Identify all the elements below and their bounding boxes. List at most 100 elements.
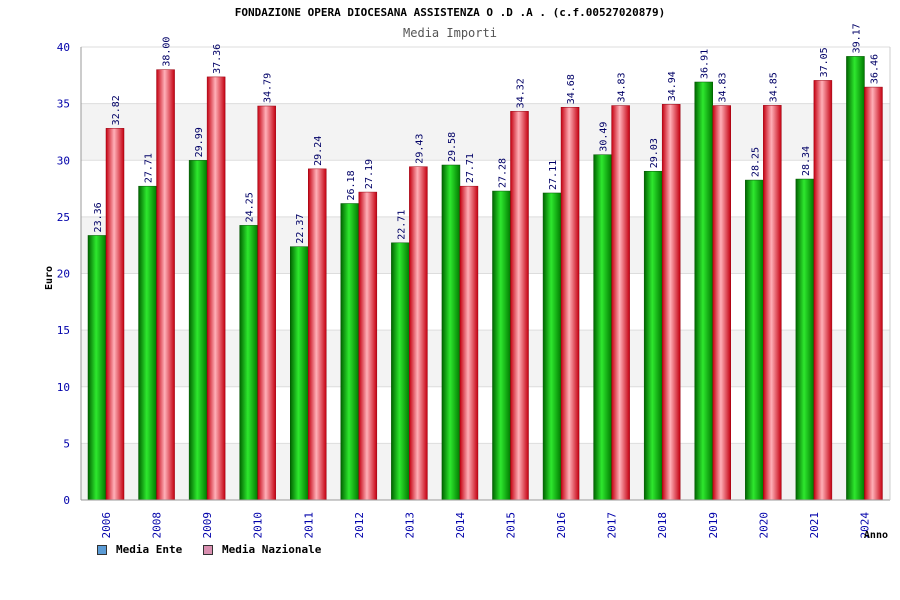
bar-value-label: 34.83 [718,72,729,102]
y-axis: 0 5 10 15 20 25 30 35 40 [57,41,891,507]
x-tick-label: 2012 [353,512,366,539]
chart-subtitle: Media Importi [403,26,497,40]
bar-value-label: 37.05 [819,47,830,77]
bar-value-label: 24.25 [245,192,256,222]
bar-media-nazionale [560,106,580,501]
y-tick-label: 10 [57,381,70,394]
bar-media-nazionale [813,80,833,501]
legend-label-media-nazionale: Media Nazionale [222,543,322,556]
bar-media-nazionale [510,111,529,501]
bar-value-label: 32.82 [111,95,122,125]
bar-value-label: 29.24 [313,136,324,166]
legend-label-media-ente: Media Ente [116,543,183,556]
bar-media-nazionale [206,76,226,501]
bar-media-ente [745,179,764,501]
bar-media-ente [846,56,865,501]
x-tick-label: 2013 [403,512,416,539]
bar-value-label: 28.25 [750,147,761,177]
bar-value-label: 29.03 [649,138,660,168]
bar-value-label: 27.19 [364,159,375,189]
bar-media-nazionale [864,86,883,501]
bar-value-label: 27.71 [144,153,155,183]
bar-value-label: 34.32 [516,78,527,108]
bar-value-label: 36.46 [869,54,880,84]
legend-item-media-nazionale: Media Nazionale [203,543,321,556]
bar-media-nazionale [308,168,327,501]
legend-swatch-media-ente [97,544,107,555]
bar-value-label: 27.71 [465,153,476,183]
bar-media-ente [643,170,663,501]
bar-media-ente [391,242,410,501]
bar-media-nazionale [409,166,428,501]
x-tick-label: 2006 [100,512,113,539]
y-tick-label: 40 [57,41,70,54]
y-tick-label: 5 [63,437,70,450]
x-tick-label: 2011 [302,512,315,539]
bar-value-label: 22.71 [396,210,407,240]
bar-value-label: 29.58 [447,132,458,162]
bar-value-label: 34.85 [768,72,779,102]
bar-media-ente [492,190,511,501]
x-tick-label: 2017 [606,512,619,539]
x-tick-label: 2014 [454,512,467,539]
x-tick-label: 2009 [201,512,214,539]
legend-swatch-media-nazionale [203,544,213,555]
x-tick-label: 2020 [757,512,770,539]
x-tick-label: 2021 [808,512,821,539]
x-axis: 2006 2008 2009 2010 2011 2012 2013 2014 2015 2016… [100,512,871,539]
x-tick-label: 2008 [151,512,164,539]
bar-value-label: 27.28 [498,158,509,188]
bar-value-label: 29.99 [194,127,205,157]
bar-media-ente [138,185,157,501]
bar-media-ente [694,81,713,501]
bar-media-nazionale [105,128,125,501]
y-tick-label: 20 [57,268,70,281]
bar-media-ente [290,246,309,501]
bar-media-ente [239,225,258,501]
bar-media-ente [87,235,107,501]
bar-value-label: 34.83 [617,72,628,102]
bar-media-nazionale [459,185,479,501]
bar-value-label: 27.11 [548,160,559,190]
bar-value-label: 34.94 [667,71,678,101]
bar-value-label: 34.79 [263,73,274,103]
bar-media-ente [441,164,461,501]
bar-media-nazionale [358,191,378,501]
bar-value-label: 34.68 [566,74,577,104]
bar-value-label: 36.91 [700,49,711,79]
bar-value-label: 23.36 [93,202,104,232]
bar-media-ente [340,203,360,501]
y-tick-label: 25 [57,211,70,224]
x-axis-label: Anno [864,530,888,541]
bar-media-ente [593,154,612,501]
x-tick-label: 2019 [707,512,720,539]
x-tick-label: 2018 [656,512,669,539]
y-axis-label: Euro [44,266,55,290]
bar-media-ente [542,192,562,501]
bar-value-label: 37.36 [212,44,223,74]
y-tick-label: 35 [57,98,70,111]
x-tick-label: 2010 [252,512,265,539]
bar-media-nazionale [257,105,276,501]
x-tick-label: 2024 [858,512,871,539]
bar-media-nazionale [156,69,175,501]
bar-value-label: 26.18 [346,170,357,200]
bar-value-label: 29.43 [414,134,425,164]
y-tick-label: 15 [57,324,70,337]
bar-value-labels: 23.36 32.82 27.71 38.00 29.99 37.36 24.25 34.79… [93,23,880,243]
bar-value-label: 39.17 [851,23,862,53]
chart-title: FONDAZIONE OPERA DIOCESANA ASSISTENZA O … [234,6,666,19]
bar-media-nazionale [661,104,681,501]
x-tick-label: 2015 [505,512,518,539]
y-tick-label: 30 [57,154,70,167]
bar-media-ente [795,178,815,501]
bar-media-ente [188,160,208,501]
bars [87,56,883,501]
bar-media-nazionale [763,105,782,501]
bar-media-nazionale [712,105,731,501]
bar-value-label: 30.49 [599,122,610,152]
y-tick-label: 0 [63,494,70,507]
legend-item-media-ente: Media Ente [97,543,182,556]
x-tick-label: 2016 [555,512,568,539]
